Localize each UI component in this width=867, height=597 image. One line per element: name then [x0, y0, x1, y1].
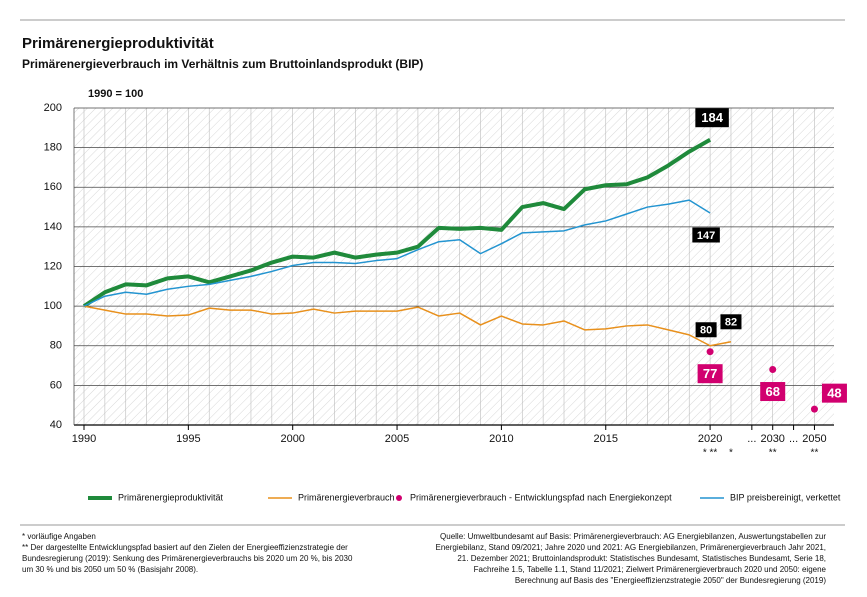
- x-tick-label: 2005: [385, 433, 409, 445]
- value-label-box: [695, 108, 729, 128]
- y-tick-label: 100: [44, 300, 62, 312]
- footnote: * vorläufige Angaben: [22, 532, 96, 541]
- y-tick-label: 140: [44, 221, 62, 233]
- y-tick-label: 160: [44, 181, 62, 193]
- y-axis-label: 1990 = 100: [88, 88, 143, 100]
- footnote: um 30 % und bis 2050 um 50 % (Basisjahr …: [22, 565, 198, 574]
- x-tick-label: ...: [747, 433, 756, 445]
- value-label: 48: [827, 386, 841, 401]
- value-label-box: [697, 364, 723, 384]
- source-line: Energiebilanz, Stand 09/2021; Jahre 2020…: [436, 543, 826, 552]
- x-tick-label: 2015: [594, 433, 618, 445]
- series-line: [82, 137, 712, 308]
- source-line: Fachreihe 1.5, Tabelle 1.1, Stand 11/202…: [474, 565, 827, 574]
- x-tick-label: 2010: [489, 433, 513, 445]
- source-line: Berechnung auf Basis des "Energieeffizie…: [515, 576, 826, 585]
- value-label-box: [720, 314, 742, 330]
- x-tick-label: 1995: [176, 433, 200, 445]
- value-label-box: [695, 322, 717, 338]
- value-label: 184: [701, 110, 723, 125]
- x-tick-label: 2000: [280, 433, 304, 445]
- source-line: Quelle: Umweltbundesamt auf Basis: Primä…: [440, 532, 826, 541]
- legend-label: Primärenergieverbrauch: [298, 492, 395, 502]
- x-tick-label: 1990: [72, 433, 96, 445]
- y-tick-label: 40: [50, 419, 62, 431]
- series-line: [83, 199, 711, 307]
- target-point: [706, 348, 714, 356]
- legend-label: Primärenergieverbrauch - Entwicklungspfa…: [410, 492, 672, 502]
- y-tick-label: 120: [44, 260, 62, 272]
- value-label: 82: [725, 317, 737, 329]
- legend-label: Primärenergieproduktivität: [118, 492, 224, 502]
- value-label: 77: [703, 366, 717, 381]
- x-tick-label: 2020: [698, 433, 722, 445]
- footnote: ** Der dargestellte Entwicklungspfad bas…: [22, 543, 348, 552]
- target-point: [810, 405, 818, 413]
- y-tick-label: 180: [44, 142, 62, 154]
- value-label-box: [760, 382, 786, 402]
- x-tick-label: 2030: [760, 433, 784, 445]
- value-label-box: [821, 383, 847, 403]
- source-line: 21. Dezember 2021; Bruttoinlandsprodukt:…: [457, 554, 826, 563]
- y-tick-label: 80: [50, 340, 62, 352]
- value-label-box: [692, 227, 720, 243]
- value-label: 68: [765, 384, 779, 399]
- x-note: **: [811, 448, 819, 459]
- series-line: [83, 305, 732, 347]
- x-tick-label: 2050: [802, 433, 826, 445]
- footnote: Bundesregierung (2019): Senkung des Prim…: [22, 554, 353, 563]
- legend-swatch: [396, 495, 402, 501]
- value-label: 147: [697, 230, 715, 242]
- value-label: 80: [700, 325, 712, 337]
- legend-label: BIP preisbereinigt, verkettet: [730, 492, 841, 502]
- x-note: * **: [703, 448, 718, 459]
- chart-subtitle: Primärenergieverbrauch im Verhältnis zum…: [22, 57, 423, 71]
- y-tick-label: 60: [50, 379, 62, 391]
- x-note: **: [769, 448, 777, 459]
- x-tick-label: ...: [789, 433, 798, 445]
- y-tick-label: 200: [44, 102, 62, 114]
- target-point: [769, 366, 777, 374]
- marks: 184 80 82 77 68 48 147: [82, 108, 847, 413]
- x-note: *: [729, 448, 733, 459]
- chart-title: Primärenergieproduktivität: [22, 35, 214, 52]
